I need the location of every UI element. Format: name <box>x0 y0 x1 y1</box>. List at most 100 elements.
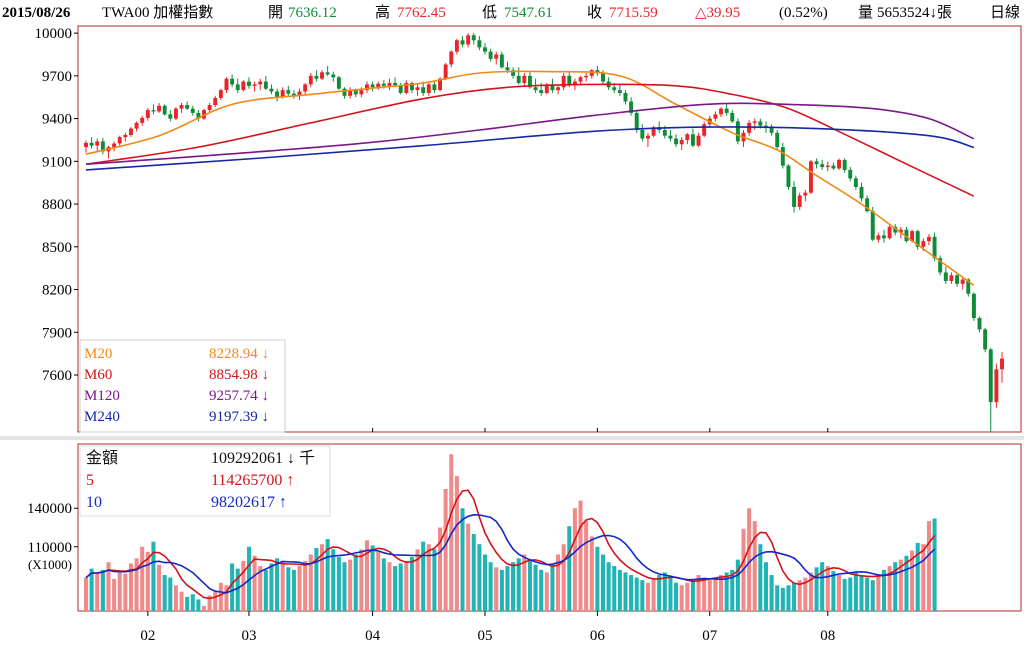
price-tick-label: 8200 <box>42 283 72 299</box>
amount-bar <box>275 558 280 611</box>
candle-body <box>522 75 527 83</box>
candle-body <box>629 101 634 113</box>
candle-body <box>870 211 875 240</box>
amount-bar <box>404 560 409 611</box>
amount-bar <box>482 554 488 611</box>
candle-body <box>949 275 954 281</box>
price-tick-label: 9100 <box>42 154 72 170</box>
candle-body <box>758 121 763 126</box>
amount-bar <box>893 562 898 611</box>
amount-bar <box>252 555 257 611</box>
amount-bar <box>775 585 780 611</box>
legend-m60-value: 8854.98 ↓ <box>209 367 269 383</box>
amount-bar <box>505 566 510 611</box>
amount-bar <box>887 566 892 611</box>
candle-body <box>623 92 628 102</box>
candle-body <box>460 40 465 45</box>
candle-body <box>128 128 133 135</box>
candle-body <box>696 135 701 146</box>
price-tick-label: 9700 <box>42 69 72 85</box>
amount-bar <box>679 585 684 611</box>
ma-line-m240 <box>85 126 975 171</box>
amount-bar <box>106 562 111 611</box>
amount-bar <box>258 566 263 611</box>
amount-bar <box>179 591 184 611</box>
candle-body <box>190 108 195 113</box>
amount-bar <box>376 551 381 611</box>
candle-body <box>342 88 347 96</box>
amount-bar <box>291 569 296 611</box>
candle-body <box>747 122 752 133</box>
candle-body <box>157 105 162 112</box>
legend-amt5-value: 114265700 ↑ <box>211 472 295 489</box>
candle-body <box>735 121 740 142</box>
candle-body <box>837 159 841 169</box>
ma-legend-box <box>79 339 286 433</box>
amount-bar <box>207 595 212 611</box>
candle-body <box>814 161 819 165</box>
amount-bar <box>336 557 341 611</box>
candle-body <box>915 231 920 247</box>
candle-body <box>320 72 324 79</box>
candle-body <box>679 139 684 145</box>
candle-body <box>853 178 858 187</box>
amount-bar <box>89 568 94 611</box>
header-change-pct: (0.52%) <box>779 5 828 21</box>
amount-ma5-line <box>85 489 936 600</box>
amount-bar <box>190 594 195 611</box>
candle-body <box>185 105 190 109</box>
candle-body <box>280 90 285 98</box>
candle-body <box>640 129 645 139</box>
header-close-value: 7715.59 <box>609 5 658 21</box>
candle-body <box>314 75 319 79</box>
candle-body <box>393 82 398 86</box>
amount-bar <box>634 577 639 611</box>
amount-bar <box>657 575 662 611</box>
month-label: 02 <box>140 628 155 644</box>
amount-bar <box>308 554 313 611</box>
amount-bar <box>201 605 207 611</box>
ma-line-m20 <box>85 70 975 287</box>
amount-bar <box>870 580 875 611</box>
candle-body <box>477 40 482 48</box>
amount-bar <box>157 564 162 611</box>
amount-bar <box>213 590 218 611</box>
candle-body <box>966 279 971 294</box>
candle-body <box>499 54 504 68</box>
candle-body <box>668 135 673 139</box>
candle-body <box>168 114 173 119</box>
candle-body <box>117 137 122 144</box>
amount-bar <box>769 575 774 611</box>
amount-bar <box>713 577 718 611</box>
candle-body <box>893 226 898 233</box>
amount-bar <box>853 572 858 611</box>
candle-body <box>213 97 218 106</box>
amount-bar <box>544 572 549 611</box>
candle-body <box>584 75 589 78</box>
candle-body <box>792 186 797 207</box>
candle-body <box>365 84 369 91</box>
legend-m60-label: M60 <box>84 367 113 383</box>
amount-bar <box>117 571 122 611</box>
legend-amt5-label: 5 <box>86 472 94 489</box>
amount-bar <box>421 541 426 611</box>
price-tick-label: 7600 <box>42 368 72 384</box>
candle-body <box>859 186 864 199</box>
candle-body <box>803 192 808 196</box>
amount-bar <box>364 540 370 611</box>
amount-bar <box>668 577 673 611</box>
amount-bar <box>393 566 398 611</box>
candle-body <box>353 90 358 95</box>
amount-bar <box>674 582 679 611</box>
candle-body <box>89 142 94 146</box>
amount-bar <box>932 518 937 611</box>
amount-bar <box>876 575 881 611</box>
candle-body <box>207 105 212 111</box>
amount-bar <box>707 580 712 611</box>
amount-bar <box>662 572 667 611</box>
amount-bar <box>173 585 178 611</box>
candle-body <box>258 81 263 85</box>
amount-bar <box>196 599 201 611</box>
amount-bar <box>606 562 611 611</box>
